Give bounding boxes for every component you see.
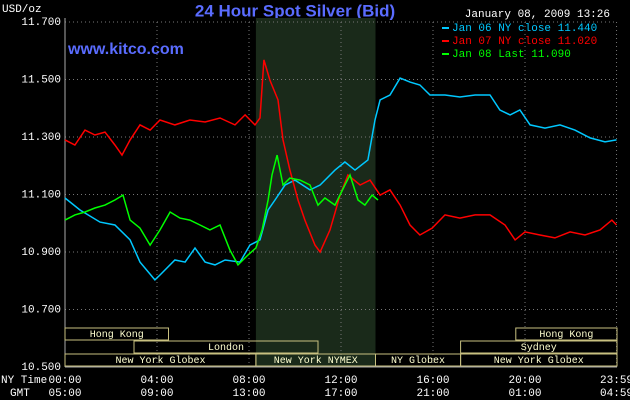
y-tick-label: 10.900 — [21, 247, 61, 259]
session-box — [64, 327, 169, 341]
x-tick-label: 12:00 — [324, 375, 357, 387]
session-box — [460, 353, 618, 367]
session-label: New York Globex — [115, 355, 205, 367]
x-tick-label: 04:00 — [140, 375, 173, 387]
series-line — [64, 77, 617, 281]
series-line — [64, 154, 379, 267]
session-label: NY Globex — [391, 355, 445, 367]
x2-tick-label: 13:00 — [232, 388, 265, 400]
y-axis-label: USD/oz — [2, 4, 42, 16]
x2-tick-label: 17:00 — [324, 388, 357, 400]
x2-tick-label: 05:00 — [48, 388, 81, 400]
session-label: Hong Kong — [539, 330, 593, 341]
series-line — [64, 59, 618, 254]
x-tick-label: 08:00 — [232, 375, 265, 387]
y-tick-label: 11.100 — [21, 189, 61, 201]
session-box — [133, 340, 319, 354]
session-box — [460, 340, 618, 354]
session-label: Sydney — [521, 342, 557, 354]
y-tick-label: 10.700 — [21, 304, 61, 316]
y-tick-label: 11.700 — [21, 17, 61, 29]
x2-tick-label: 09:00 — [140, 388, 173, 400]
chart-title: 24 Hour Spot Silver (Bid) — [195, 1, 395, 20]
highlight-band — [255, 18, 376, 367]
session-box — [515, 327, 618, 341]
legend-label: Jan 07 NY close 11.020 — [452, 36, 597, 48]
x2-axis-label: GMT — [10, 388, 30, 400]
x2-tick-label: 04:59 — [600, 388, 630, 400]
y-tick-label: 11.300 — [21, 132, 61, 144]
timestamp: January 08, 2009 13:26 — [465, 9, 610, 21]
x2-tick-label: 21:00 — [416, 388, 449, 400]
legend-label: Jan 08 Last 11.090 — [452, 49, 571, 61]
watermark: www.kitco.com — [67, 41, 184, 58]
session-label: New York Globex — [494, 355, 584, 367]
x2-tick-label: 01:00 — [508, 388, 541, 400]
x-axis-label: NY Time — [1, 375, 47, 387]
session-label: Hong Kong — [90, 330, 144, 341]
y-tick-label: 10.500 — [21, 362, 61, 374]
session-label: London — [208, 342, 244, 354]
x-tick-label: 20:00 — [508, 375, 541, 387]
session-label: New York NYMEX — [274, 355, 358, 367]
x-tick-label: 00:00 — [48, 375, 81, 387]
x-tick-label: 23:59 — [600, 375, 630, 387]
legend-label: Jan 06 NY close 11.440 — [452, 23, 597, 35]
x-tick-label: 16:00 — [416, 375, 449, 387]
y-tick-label: 11.500 — [21, 74, 61, 86]
